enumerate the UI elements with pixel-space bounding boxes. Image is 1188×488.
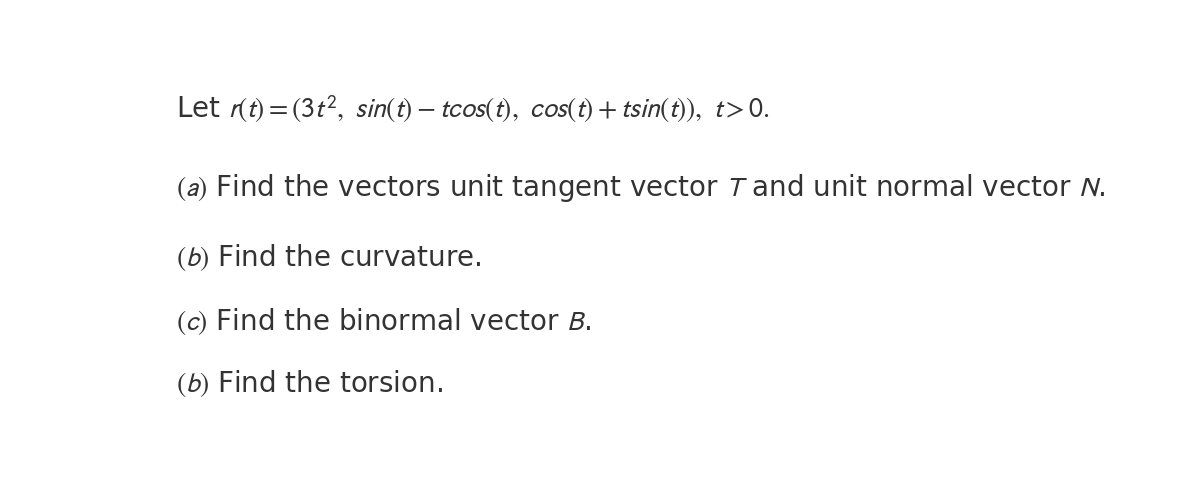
Text: $(c)$ Find the binormal vector $B$.: $(c)$ Find the binormal vector $B$. [176,306,592,337]
Text: $(a)$ Find the vectors unit tangent vector $T$ and unit normal vector $N$.: $(a)$ Find the vectors unit tangent vect… [176,172,1105,204]
Text: $(b)$ Find the curvature.: $(b)$ Find the curvature. [176,242,482,273]
Text: $(b)$ Find the torsion.: $(b)$ Find the torsion. [176,368,443,399]
Text: Let $r(t) = (3t^2,\ \mathit{sin}(t) - t\mathit{cos}(t),\ \mathit{cos}(t) + t\mat: Let $r(t) = (3t^2,\ \mathit{sin}(t) - t\… [176,93,770,125]
